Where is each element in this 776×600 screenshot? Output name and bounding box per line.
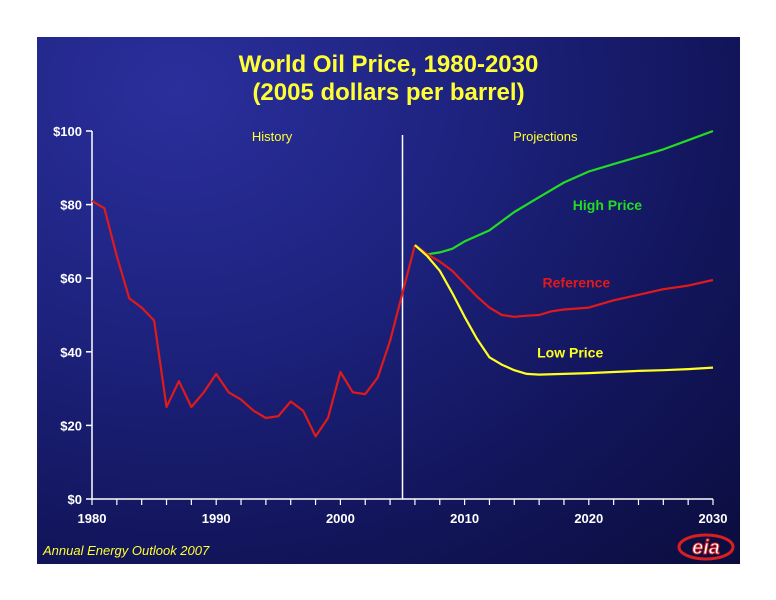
y-tick-label: $60 (60, 271, 82, 286)
chart-title: World Oil Price, 1980-2030 (2005 dollars… (37, 51, 740, 107)
y-tick-label: $100 (53, 124, 82, 139)
y-tick-label: $40 (60, 345, 82, 360)
chart-title-line2: (2005 dollars per barrel) (252, 79, 525, 106)
eia-logo-icon: eia (677, 533, 735, 561)
x-tick-label: 1990 (202, 511, 231, 526)
series-line-low-price (414, 244, 714, 376)
series-label-reference: Reference (543, 274, 611, 290)
series-label-low-price: Low Price (537, 344, 603, 360)
projections-label: Projections (513, 129, 578, 144)
x-tick-label: 2020 (574, 511, 603, 526)
slide-background: World Oil Price, 1980-2030 (2005 dollars… (37, 37, 740, 564)
history-label: History (252, 129, 293, 144)
y-tick-label: $80 (60, 198, 82, 213)
x-tick-label: 1980 (78, 511, 107, 526)
y-tick-label: $0 (68, 492, 82, 507)
x-tick-label: 2010 (450, 511, 479, 526)
footer-note: Annual Energy Outlook 2007 (43, 543, 210, 558)
chart-title-line1: World Oil Price, 1980-2030 (238, 51, 539, 78)
series-label-high-price: High Price (573, 197, 642, 213)
series-line-high-price (414, 129, 714, 256)
series-line-reference (414, 244, 714, 318)
svg-text:eia: eia (692, 537, 720, 559)
x-tick-label: 2000 (326, 511, 355, 526)
y-tick-label: $20 (60, 418, 82, 433)
x-tick-label: 2030 (699, 511, 728, 526)
oil-price-chart: $0 $20 $40 $60 $80 $100 1980 1990 2000 2010 2020 20… (53, 124, 728, 526)
series-line-history (91, 199, 416, 438)
